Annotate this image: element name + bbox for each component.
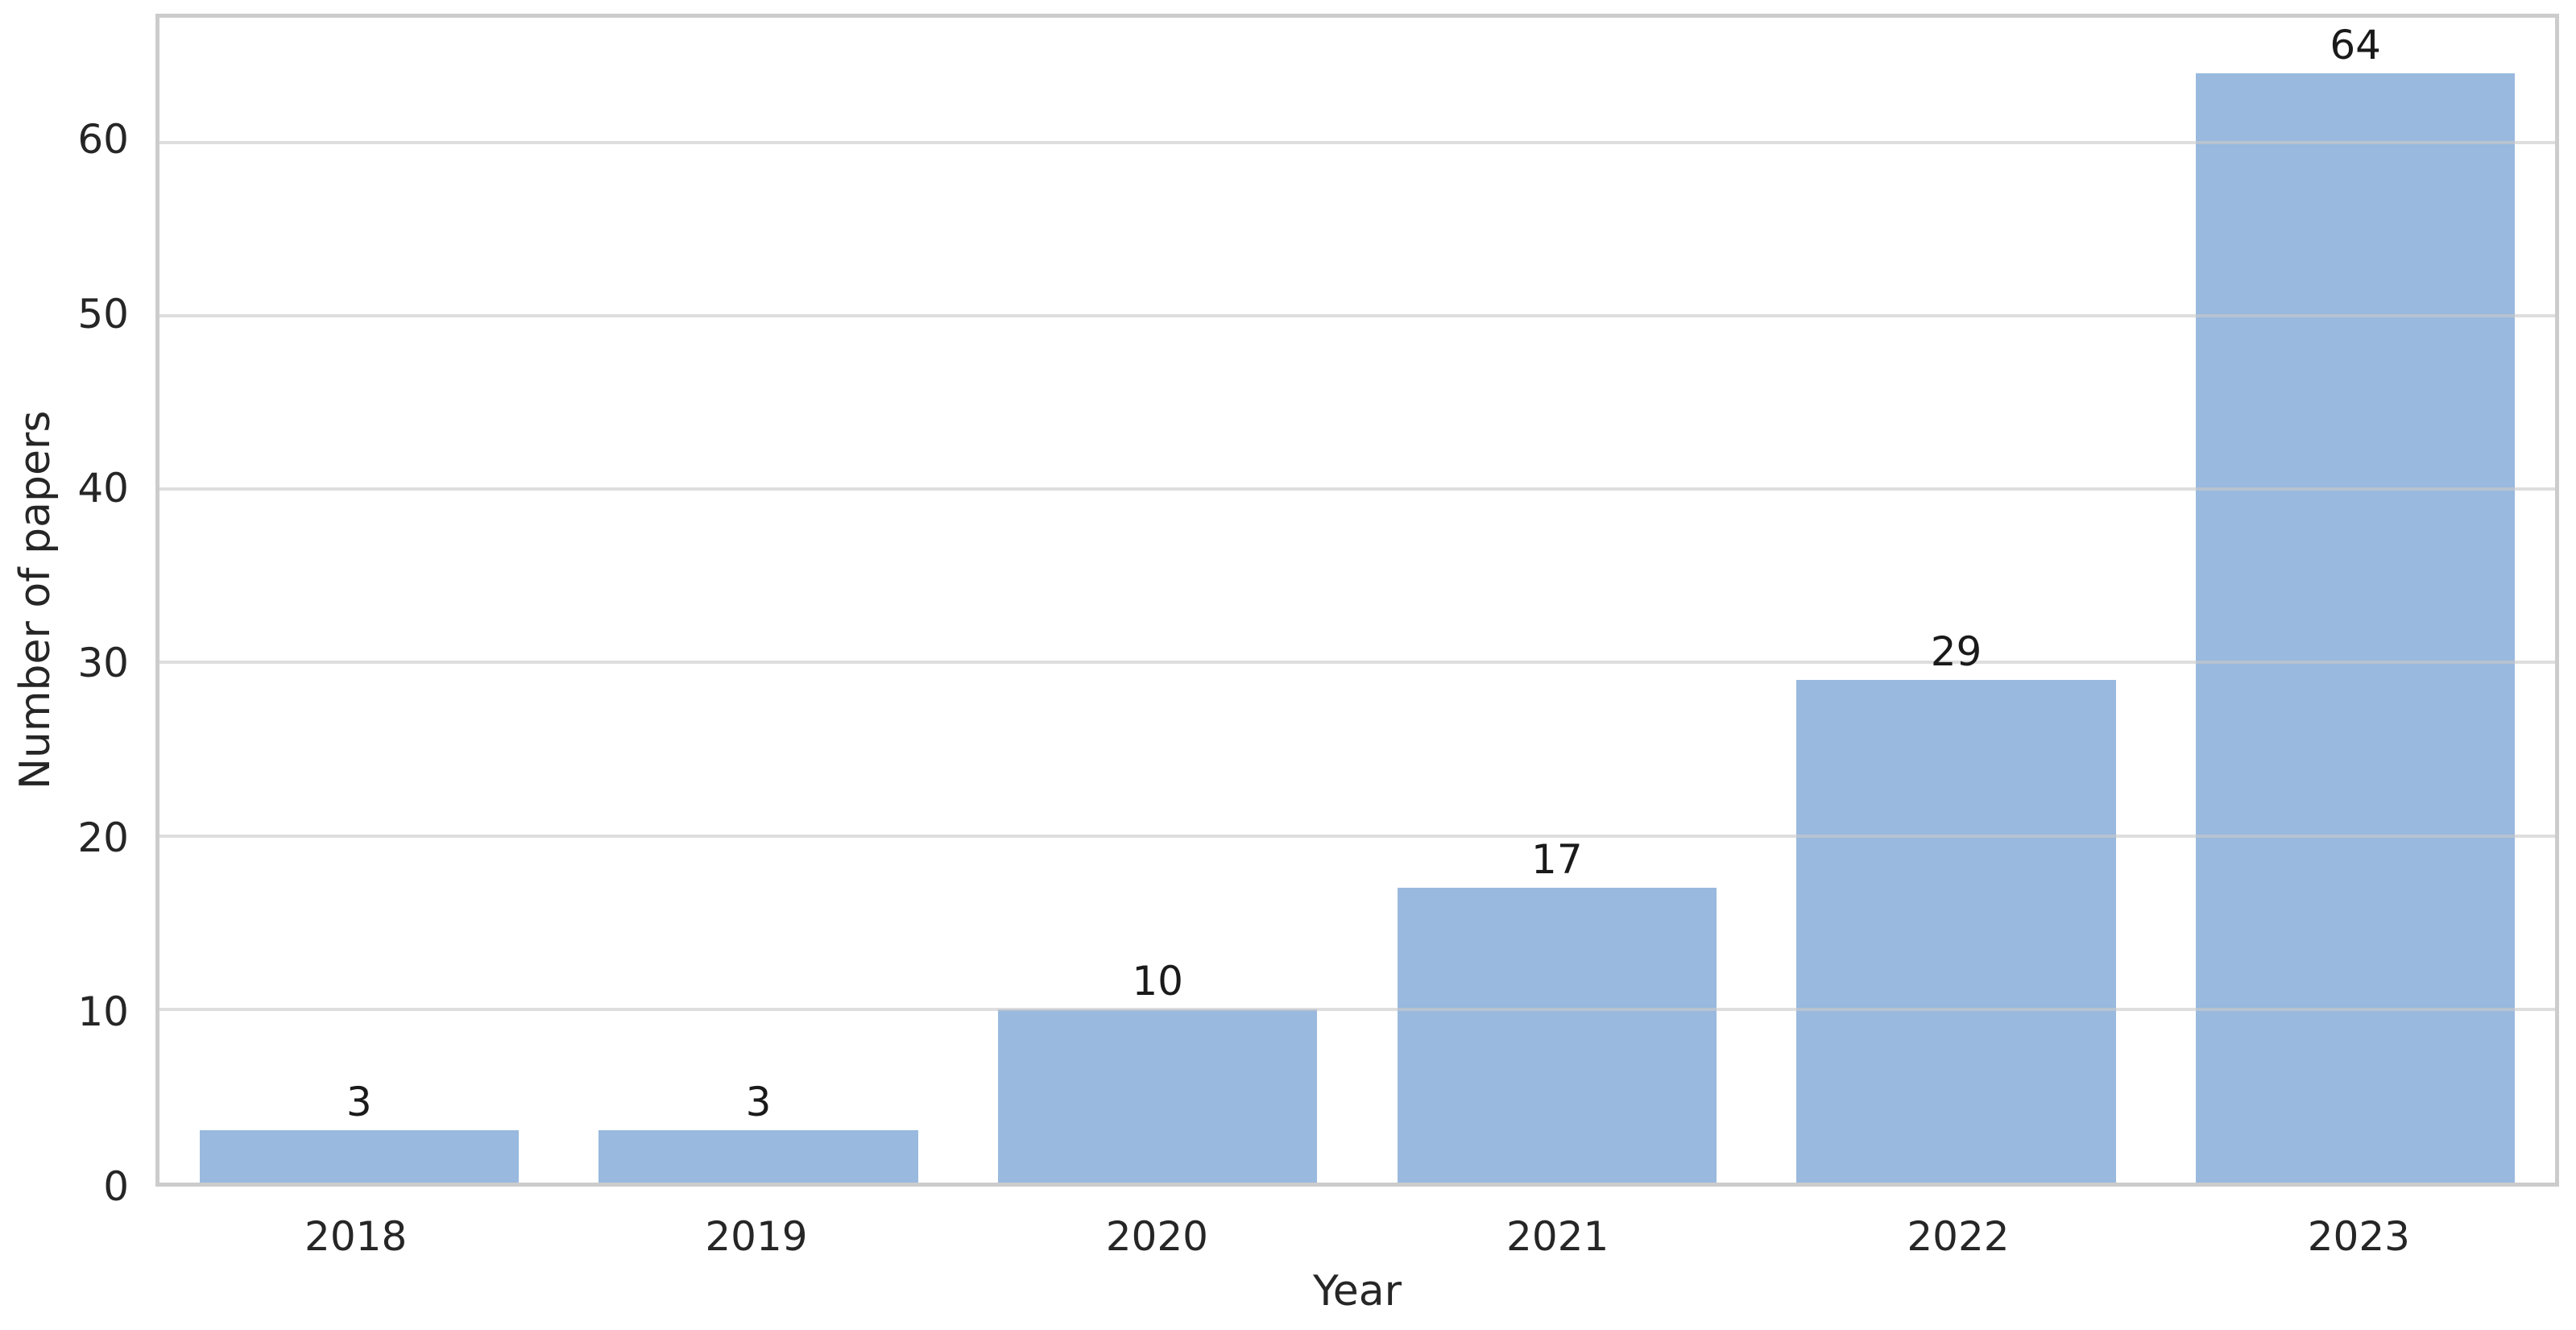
x-tick-label: 2021 <box>1506 1213 1609 1260</box>
bar-value-label: 3 <box>745 1079 772 1126</box>
bar-value-label: 3 <box>346 1079 372 1126</box>
plot-area: 3 3 10 17 29 64 <box>155 14 2559 1187</box>
bar-value-label: 29 <box>1930 628 1982 675</box>
y-tick-label: 40 <box>77 465 129 512</box>
bar-value-label: 10 <box>1132 957 1183 1005</box>
bar-2018 <box>199 1130 520 1183</box>
bar-value-label: 17 <box>1531 836 1583 884</box>
y-axis-title: Number of papers <box>11 410 60 790</box>
y-tick-label: 50 <box>77 290 129 338</box>
bar-value-label: 64 <box>2330 21 2381 68</box>
y-axis-tick-labels: 0 10 20 30 40 50 60 <box>0 14 129 1210</box>
x-tick-label: 2023 <box>2307 1213 2410 1260</box>
x-axis-title: Year <box>1312 1267 1402 1315</box>
bar-2021 <box>1397 888 1717 1183</box>
x-tick-label: 2019 <box>705 1213 808 1260</box>
grid-line <box>159 140 2555 144</box>
grid-line <box>159 661 2555 665</box>
bar-2023 <box>2195 73 2516 1183</box>
grid-line <box>159 487 2555 491</box>
y-tick-label: 30 <box>77 640 129 686</box>
x-tick-label: 2022 <box>1907 1213 2010 1260</box>
grid-line <box>159 1007 2555 1011</box>
y-tick-label: 10 <box>77 988 129 1036</box>
y-tick-label: 0 <box>103 1163 129 1210</box>
x-tick-label: 2020 <box>1105 1213 1208 1260</box>
y-tick-label: 20 <box>77 814 129 861</box>
grid-line <box>159 834 2555 838</box>
x-tick-label: 2018 <box>304 1213 408 1260</box>
bar-2019 <box>598 1130 918 1183</box>
y-tick-label: 60 <box>77 116 129 163</box>
bar-2022 <box>1796 679 2116 1183</box>
grid-line <box>159 314 2555 318</box>
bar-2020 <box>997 1009 1318 1183</box>
